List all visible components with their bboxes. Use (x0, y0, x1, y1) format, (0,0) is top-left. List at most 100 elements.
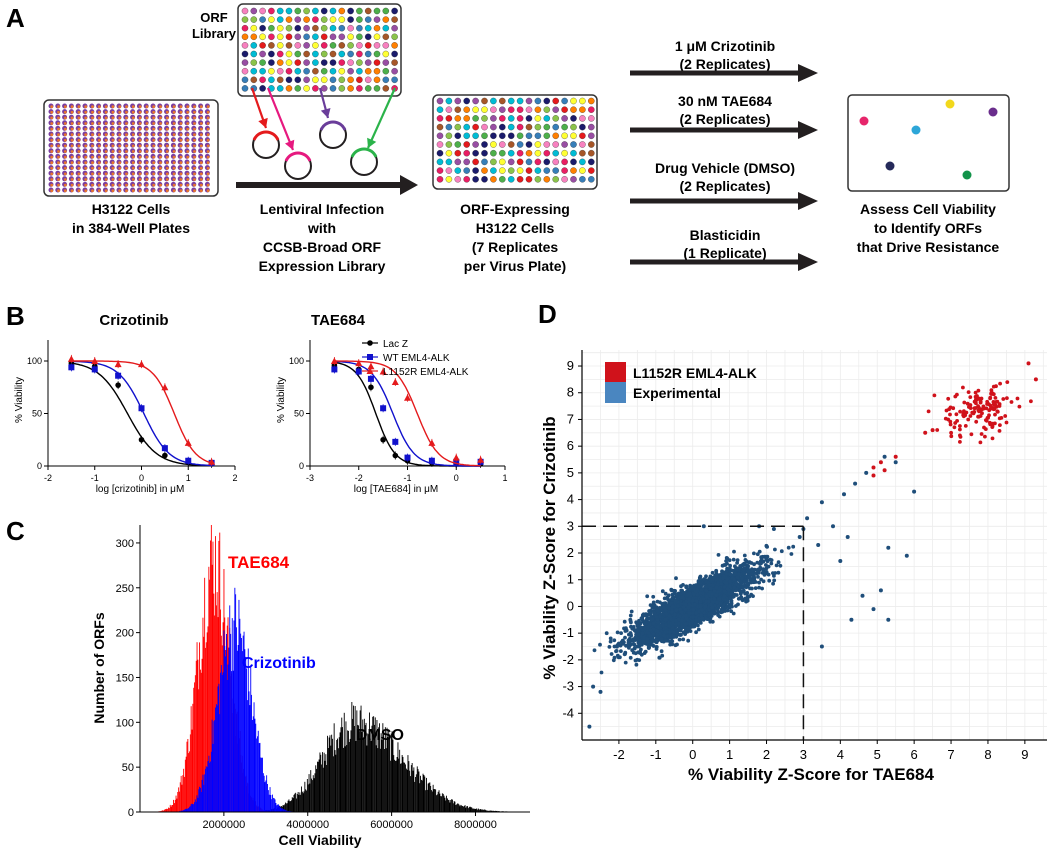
well (436, 158, 444, 166)
well-core (111, 144, 115, 148)
histogram-bar (182, 810, 184, 812)
histogram-bar (295, 792, 297, 812)
histogram-bar (330, 745, 332, 812)
well (579, 141, 586, 148)
histogram-bar (314, 773, 316, 812)
histogram-bar (388, 731, 390, 812)
scatter-point (731, 611, 736, 616)
well (552, 141, 559, 148)
well (294, 76, 302, 84)
infection-line1: Lentiviral Infection (260, 201, 384, 217)
scatter-point (755, 552, 760, 557)
well (570, 115, 577, 122)
well-core (77, 105, 81, 109)
histogram-bar (322, 752, 323, 812)
histogram-bar (246, 668, 247, 812)
histogram-bar (184, 809, 185, 812)
well-core (125, 122, 128, 125)
well-core (159, 133, 162, 137)
well (329, 33, 337, 41)
well (276, 76, 284, 84)
scatter-point (680, 595, 685, 600)
well (364, 16, 372, 23)
well (445, 141, 453, 148)
well (561, 167, 568, 174)
histogram-bar (213, 721, 215, 812)
well-core (84, 116, 88, 120)
histogram-bar (421, 779, 422, 812)
well-core (97, 138, 101, 142)
data-point (392, 438, 399, 445)
data-point (368, 384, 374, 391)
histogram-bar (341, 717, 343, 812)
well-core (50, 122, 54, 125)
well (445, 167, 453, 174)
condition-1-arrow-head (798, 64, 818, 82)
histogram-bar (252, 720, 253, 812)
well-core (118, 172, 122, 176)
well (391, 16, 398, 23)
scatter-point (745, 580, 749, 585)
well-core (118, 116, 122, 120)
scatter-point (638, 638, 642, 643)
well-core (206, 155, 210, 159)
well (347, 76, 354, 84)
well-core (145, 122, 149, 125)
well-core (77, 150, 81, 153)
well (364, 67, 372, 75)
histogram-bar (189, 806, 190, 812)
chart-b-left: Crizotinib % Viability log [crizotinib] … (14, 312, 238, 495)
histogram-bar (332, 756, 334, 812)
histogram-bar (199, 786, 200, 812)
histogram-bar (470, 807, 472, 812)
scatter-point (743, 596, 748, 601)
well (454, 123, 462, 131)
well (463, 115, 470, 122)
data-point (391, 378, 399, 385)
histogram-bar (211, 719, 213, 812)
well-core (186, 166, 190, 170)
scatter-point (681, 583, 685, 587)
well-core (111, 183, 115, 187)
histogram-bar (366, 745, 368, 812)
well-core (199, 133, 203, 137)
well-core (131, 127, 135, 131)
histogram-bar (419, 783, 421, 812)
well-core (152, 189, 156, 193)
well-core (70, 172, 74, 176)
well-core (186, 178, 190, 181)
scatter-point (728, 572, 733, 577)
well (543, 106, 551, 113)
well (268, 67, 275, 75)
histogram-bar (442, 793, 444, 812)
well (534, 167, 542, 174)
well (481, 149, 488, 157)
well (312, 33, 319, 41)
histogram-bar (427, 783, 429, 812)
condition-crizotinib: 1 μM Crizotinib (2 Replicates) (630, 38, 818, 82)
y-tick-label: 50 (122, 762, 134, 774)
scatter-point (698, 621, 703, 625)
well (347, 85, 354, 92)
histogram-bar (305, 789, 307, 812)
histogram-bar (210, 540, 211, 812)
well-core (186, 110, 190, 114)
well (552, 158, 559, 166)
scatter-point (681, 591, 686, 595)
histogram-bar (406, 769, 408, 812)
well-core (111, 172, 115, 176)
scatter-point (655, 599, 660, 604)
well (294, 16, 302, 23)
well-core (165, 138, 169, 142)
scatter-point (727, 558, 732, 563)
well (436, 167, 444, 174)
scatter-point (632, 646, 637, 651)
library-arrow-head (320, 108, 331, 118)
well-core (159, 161, 162, 165)
well-core (165, 166, 169, 170)
histogram-bar (429, 782, 431, 812)
well-core (206, 110, 210, 114)
well-core (131, 172, 135, 176)
histogram-bar (217, 686, 219, 812)
histogram-bar (294, 793, 296, 812)
